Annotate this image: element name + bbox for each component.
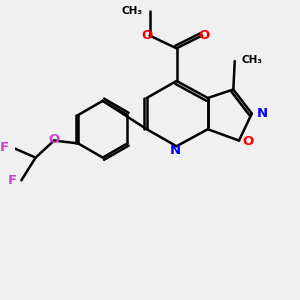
Text: O: O: [199, 29, 210, 42]
Text: CH₃: CH₃: [122, 6, 142, 16]
Text: N: N: [169, 144, 181, 157]
Text: N: N: [257, 107, 268, 120]
Text: F: F: [0, 141, 9, 154]
Text: O: O: [48, 133, 60, 146]
Text: F: F: [8, 174, 17, 187]
Text: CH₃: CH₃: [242, 55, 263, 65]
Text: O: O: [242, 136, 254, 148]
Text: O: O: [142, 29, 153, 42]
